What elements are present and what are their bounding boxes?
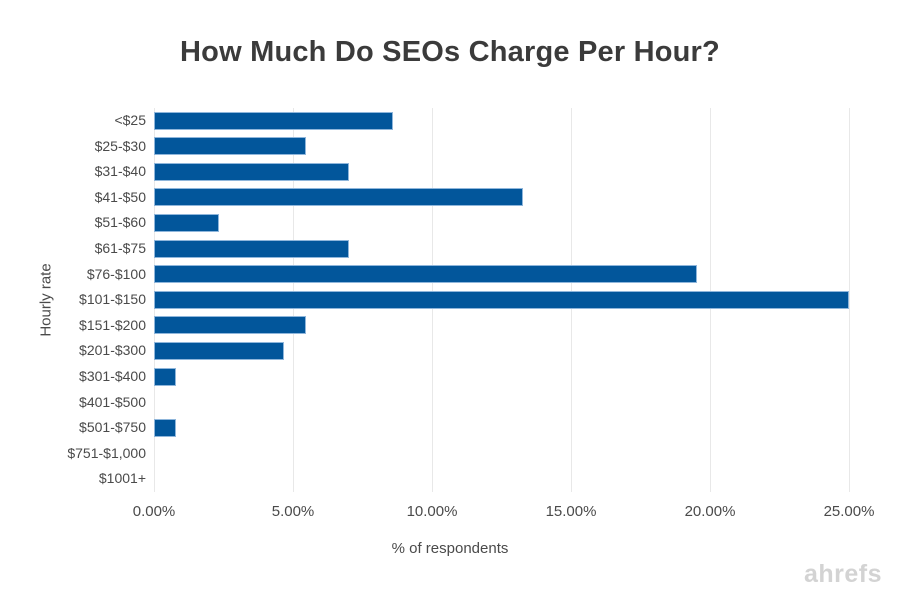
category-label: $51-$60 bbox=[94, 214, 146, 231]
bar-row: $51-$60 bbox=[95, 210, 849, 236]
bar-row: $151-$200 bbox=[79, 313, 849, 339]
bar bbox=[154, 137, 307, 156]
x-tick-label: 25.00% bbox=[823, 503, 875, 520]
category-label: $151-$200 bbox=[79, 316, 146, 333]
category-label: <$25 bbox=[114, 112, 146, 128]
bar-row: $751-$1,000 bbox=[67, 441, 849, 467]
category-label: $1001+ bbox=[98, 470, 146, 487]
bar bbox=[154, 188, 524, 207]
bar bbox=[154, 418, 176, 437]
bar bbox=[154, 162, 350, 181]
bar-row: $25-$30 bbox=[95, 134, 849, 160]
bar-row: $61-$75 bbox=[95, 236, 849, 262]
plot-area: <$25 $25-$30 $31-$40 $41-$50 $51-$60 $61-$75 $… bbox=[67, 108, 850, 492]
category-label: $301-$400 bbox=[79, 368, 146, 384]
category-label: $31-$40 bbox=[94, 163, 146, 180]
bar-row: $101-$150 bbox=[79, 287, 849, 313]
bar-row: $301-$400 bbox=[79, 364, 849, 390]
x-tick-label: 20.00% bbox=[684, 503, 736, 520]
bar-row: $31-$40 bbox=[95, 159, 849, 185]
x-axis-label: % of respondents bbox=[391, 540, 509, 557]
gridline bbox=[849, 108, 850, 492]
bar-row: $1001+ bbox=[99, 466, 849, 492]
x-tick-label: 0.00% bbox=[132, 503, 176, 520]
y-axis-label: Hourly rate bbox=[37, 263, 55, 337]
bar-row: <$25 bbox=[114, 108, 849, 134]
category-label: $101-$150 bbox=[79, 291, 146, 308]
category-label: $751-$1,000 bbox=[67, 444, 146, 461]
bar-row: $76-$100 bbox=[87, 262, 849, 288]
x-axis-ticks: 0.00% 5.00% 10.00% 15.00% 20.00% 25.00% bbox=[133, 503, 875, 523]
bar bbox=[154, 367, 176, 386]
bar-row: $401-$500 bbox=[79, 390, 849, 416]
bar bbox=[154, 341, 285, 360]
bar bbox=[154, 265, 697, 284]
ahrefs-logo: ahrefs bbox=[803, 560, 882, 588]
category-label: $76-$100 bbox=[86, 265, 146, 282]
bar-row: $201-$300 bbox=[79, 338, 849, 364]
bar bbox=[154, 111, 393, 130]
x-tick-label: 15.00% bbox=[545, 503, 597, 520]
x-tick-label: 5.00% bbox=[271, 503, 315, 520]
bar bbox=[154, 290, 849, 309]
bar-row: $41-$50 bbox=[95, 185, 849, 211]
bar bbox=[154, 239, 350, 258]
bar bbox=[154, 316, 307, 335]
category-label: $41-$50 bbox=[94, 188, 146, 205]
category-label: $61-$75 bbox=[94, 240, 146, 256]
bar bbox=[154, 213, 220, 232]
category-label: $25-$30 bbox=[94, 137, 146, 154]
chart-title: How Much Do SEOs Charge Per Hour? bbox=[180, 36, 720, 68]
category-label: $401-$500 bbox=[79, 393, 146, 410]
bar-row: $501-$750 bbox=[79, 415, 849, 441]
x-tick-label: 10.00% bbox=[406, 503, 458, 520]
category-label: $501-$750 bbox=[79, 419, 146, 436]
category-label: $201-$300 bbox=[79, 342, 146, 359]
